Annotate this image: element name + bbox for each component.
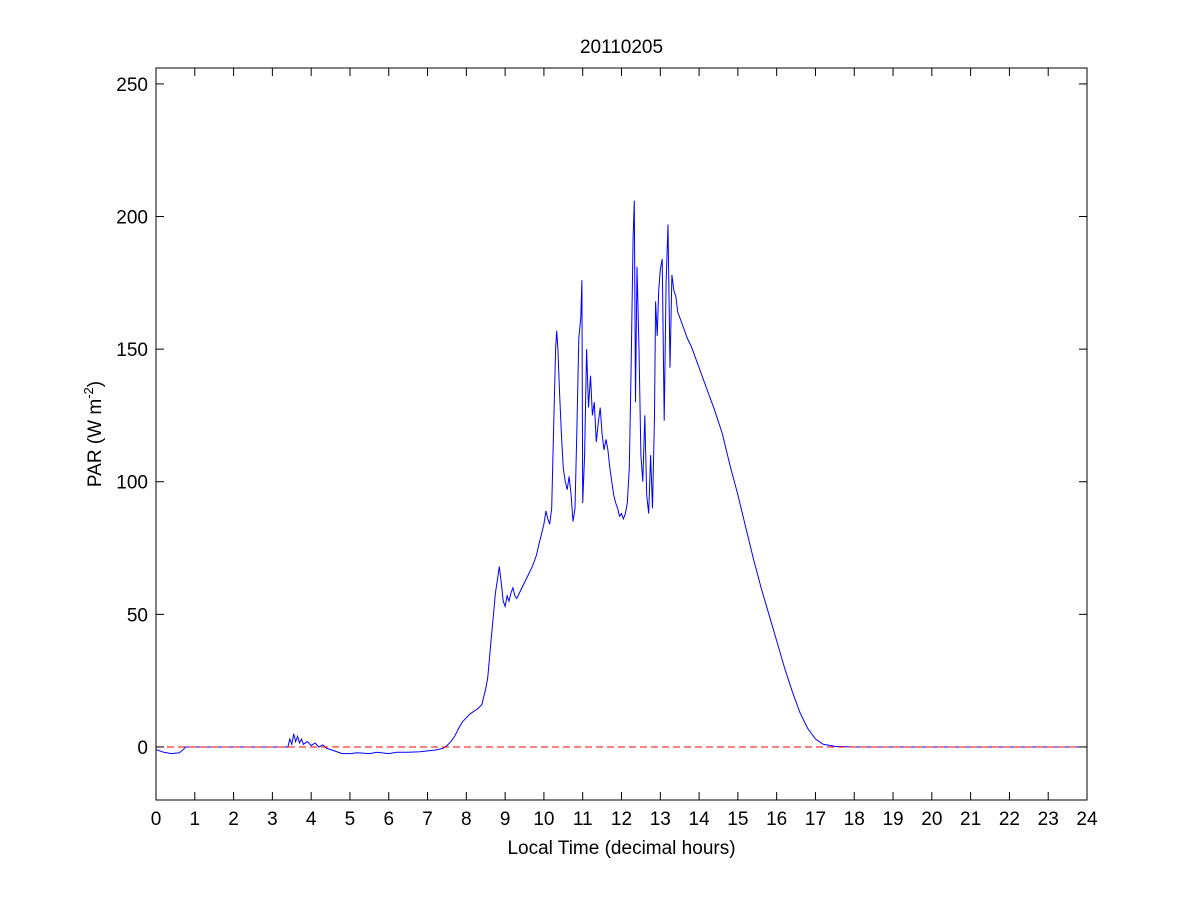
y-axis-label-closing: ) xyxy=(85,381,106,387)
x-tick-label: 20 xyxy=(921,809,942,830)
y-tick-label: 0 xyxy=(137,738,148,759)
y-tick-label: 250 xyxy=(116,75,148,96)
x-tick-label: 22 xyxy=(999,809,1020,830)
chart-title: 20110205 xyxy=(580,37,663,58)
x-tick-label: 11 xyxy=(573,809,593,830)
y-tick-label: 200 xyxy=(116,208,148,229)
x-axis-label: Local Time (decimal hours) xyxy=(507,838,735,859)
x-tick-label: 1 xyxy=(190,809,201,830)
series-layer xyxy=(155,200,1087,755)
x-tick-label: 6 xyxy=(383,809,394,830)
x-tick-label: 12 xyxy=(611,809,632,830)
x-tick-label: 14 xyxy=(689,809,711,830)
x-tick-label: 21 xyxy=(960,809,981,830)
par-series-line xyxy=(155,200,1087,755)
x-tick-label: 17 xyxy=(805,809,826,830)
y-axis-label: PAR (W m-2) xyxy=(81,381,106,487)
y-tick-label: 50 xyxy=(127,605,148,626)
x-tick-label: 10 xyxy=(533,809,554,830)
x-tick-label: 3 xyxy=(267,809,278,830)
x-tick-label: 4 xyxy=(306,809,317,830)
x-tick-label: 15 xyxy=(727,809,748,830)
x-tick-label: 0 xyxy=(151,809,162,830)
x-tick-label: 9 xyxy=(500,809,511,830)
x-tick-label: 19 xyxy=(882,809,903,830)
y-axis-label-main: PAR (W m xyxy=(85,399,106,487)
x-tick-label: 23 xyxy=(1038,809,1059,830)
plot-area xyxy=(156,68,1087,800)
y-axis-label-superscript: -2 xyxy=(81,387,96,399)
x-tick-label: 16 xyxy=(766,809,787,830)
x-tick-label: 5 xyxy=(345,809,356,830)
x-tick-label: 8 xyxy=(461,809,472,830)
x-tick-label: 24 xyxy=(1076,809,1098,830)
tick-layer: 0 1 2 3 4 5 6 7 8 9 10 11 12 13 14 15 16 17 18 19 20 21 22 23 24… xyxy=(116,68,1098,830)
y-tick-label: 100 xyxy=(116,473,148,494)
y-tick-label: 150 xyxy=(116,340,148,361)
x-tick-label: 13 xyxy=(650,809,671,830)
x-tick-label: 18 xyxy=(844,809,865,830)
x-tick-label: 7 xyxy=(422,809,433,830)
x-tick-label: 2 xyxy=(228,809,239,830)
